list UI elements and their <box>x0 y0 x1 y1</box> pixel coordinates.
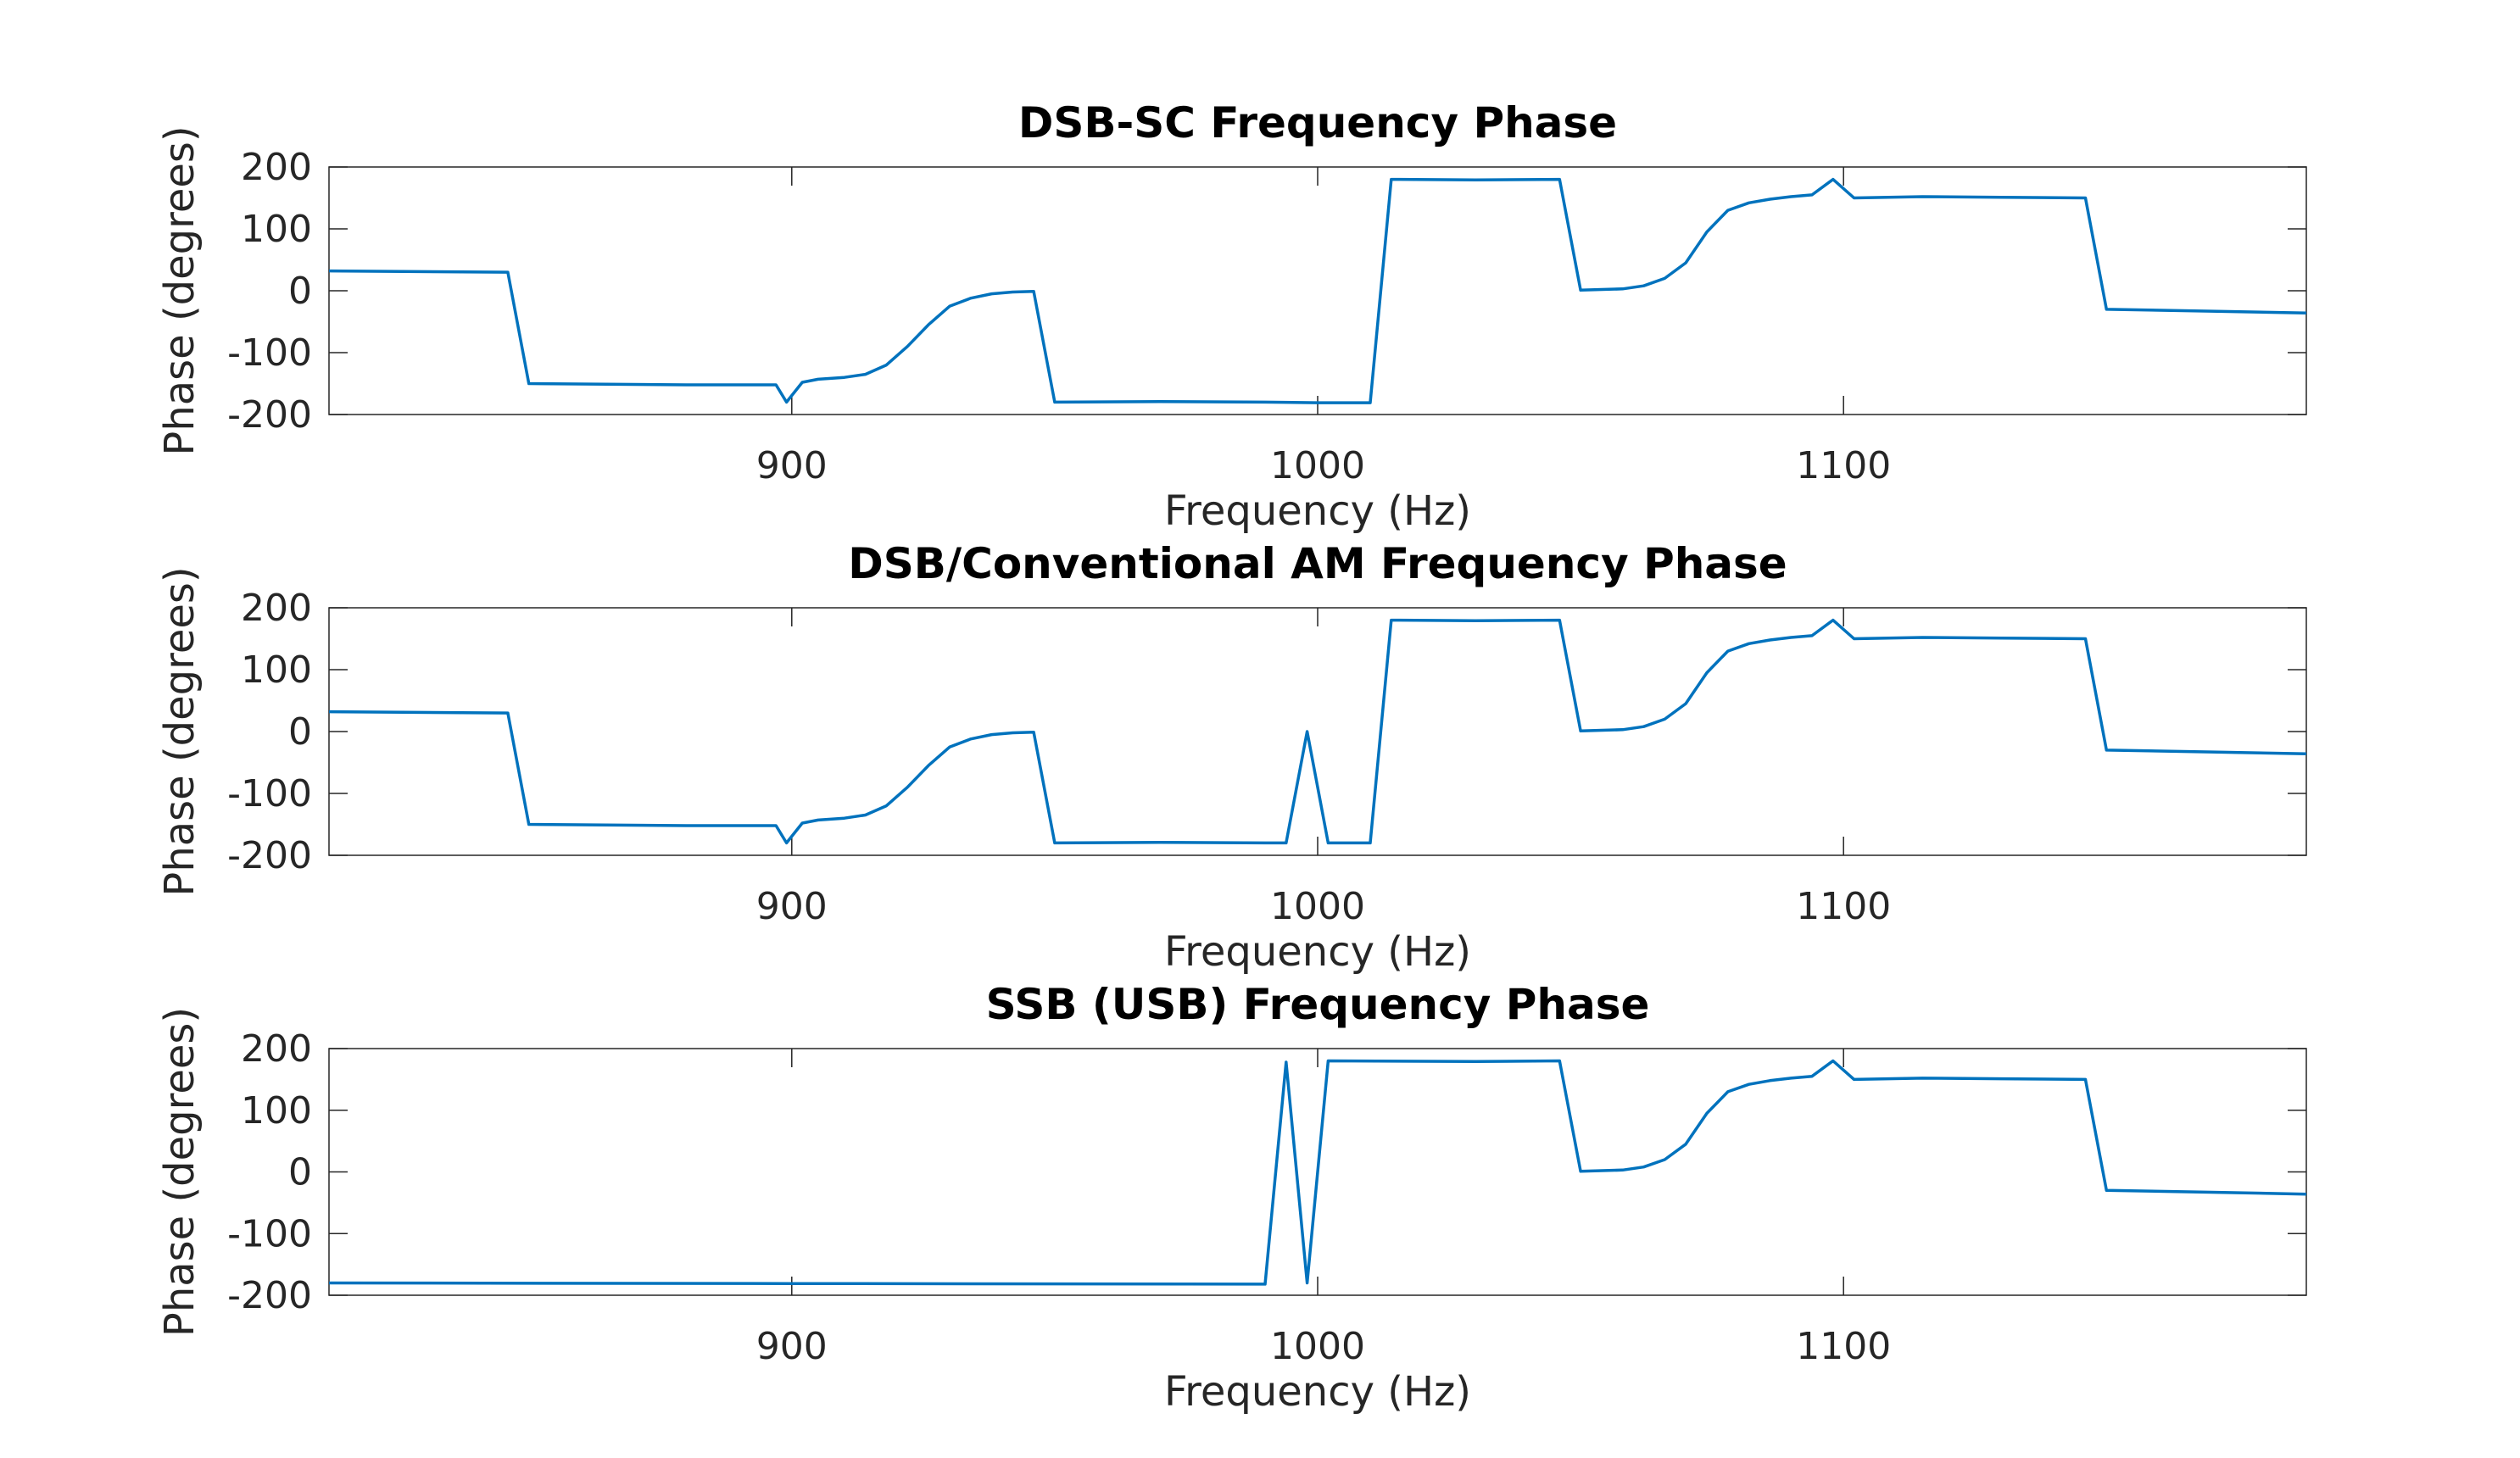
subplot-2: -200 -100 0 100 200 900 1000 1100 DSB/Convention… <box>156 539 2307 976</box>
x-tick-label: 900 <box>756 1325 828 1368</box>
x-axis-label: Frequency (Hz) <box>1164 928 1471 976</box>
x-tick-label: 900 <box>756 444 828 487</box>
y-tick-label: -200 <box>227 1274 312 1317</box>
y-tick-label: 0 <box>288 710 312 754</box>
chart-title: DSB-SC Frequency Phase <box>1018 98 1617 147</box>
x-axis-label: Frequency (Hz) <box>1164 1368 1471 1416</box>
x-tick-label: 1100 <box>1796 444 1891 487</box>
y-axis-label: Phase (degrees) <box>156 125 203 455</box>
series-line-1 <box>329 1059 2306 1286</box>
y-tick-label: 0 <box>288 1151 312 1194</box>
x-axis-label: Frequency (Hz) <box>1164 487 1471 535</box>
y-tick-label: 200 <box>241 587 312 630</box>
x-tick-label: 1000 <box>1270 885 1365 928</box>
y-tick-label: -100 <box>227 331 312 375</box>
y-tick-label: 200 <box>241 1027 312 1071</box>
series-line-1 <box>329 177 2306 404</box>
chart-title: DSB/Conventional AM Frequency Phase <box>848 539 1787 588</box>
series-line-1 <box>329 618 2306 845</box>
x-tick-label: 1100 <box>1796 885 1891 928</box>
x-tick-label: 1000 <box>1270 444 1365 487</box>
y-tick-label: -200 <box>227 834 312 877</box>
y-tick-label: -200 <box>227 393 312 437</box>
y-tick-label: -100 <box>227 772 312 815</box>
subplot-3: -200 -100 0 100 200 900 1000 1100 SSB (USB) Freq… <box>156 980 2307 1416</box>
y-tick-label: 0 <box>288 270 312 313</box>
axes-box <box>328 607 2307 856</box>
y-tick-label: 100 <box>241 208 312 251</box>
y-tick-label: 100 <box>241 648 312 692</box>
x-tick-label: 900 <box>756 885 828 928</box>
subplot-1: -200 -100 0 100 200 900 1000 1100 DSB-SC Frequen… <box>156 98 2307 535</box>
axes-box <box>328 166 2307 415</box>
y-axis-label: Phase (degrees) <box>156 1007 203 1337</box>
y-axis-label: Phase (degrees) <box>156 566 203 896</box>
y-tick-label: -100 <box>227 1212 312 1255</box>
x-tick-label: 1000 <box>1270 1325 1365 1368</box>
x-tick-label: 1100 <box>1796 1325 1891 1368</box>
y-tick-label: 200 <box>241 146 312 189</box>
chart-title: SSB (USB) Frequency Phase <box>986 980 1650 1029</box>
y-tick-label: 100 <box>241 1089 312 1132</box>
